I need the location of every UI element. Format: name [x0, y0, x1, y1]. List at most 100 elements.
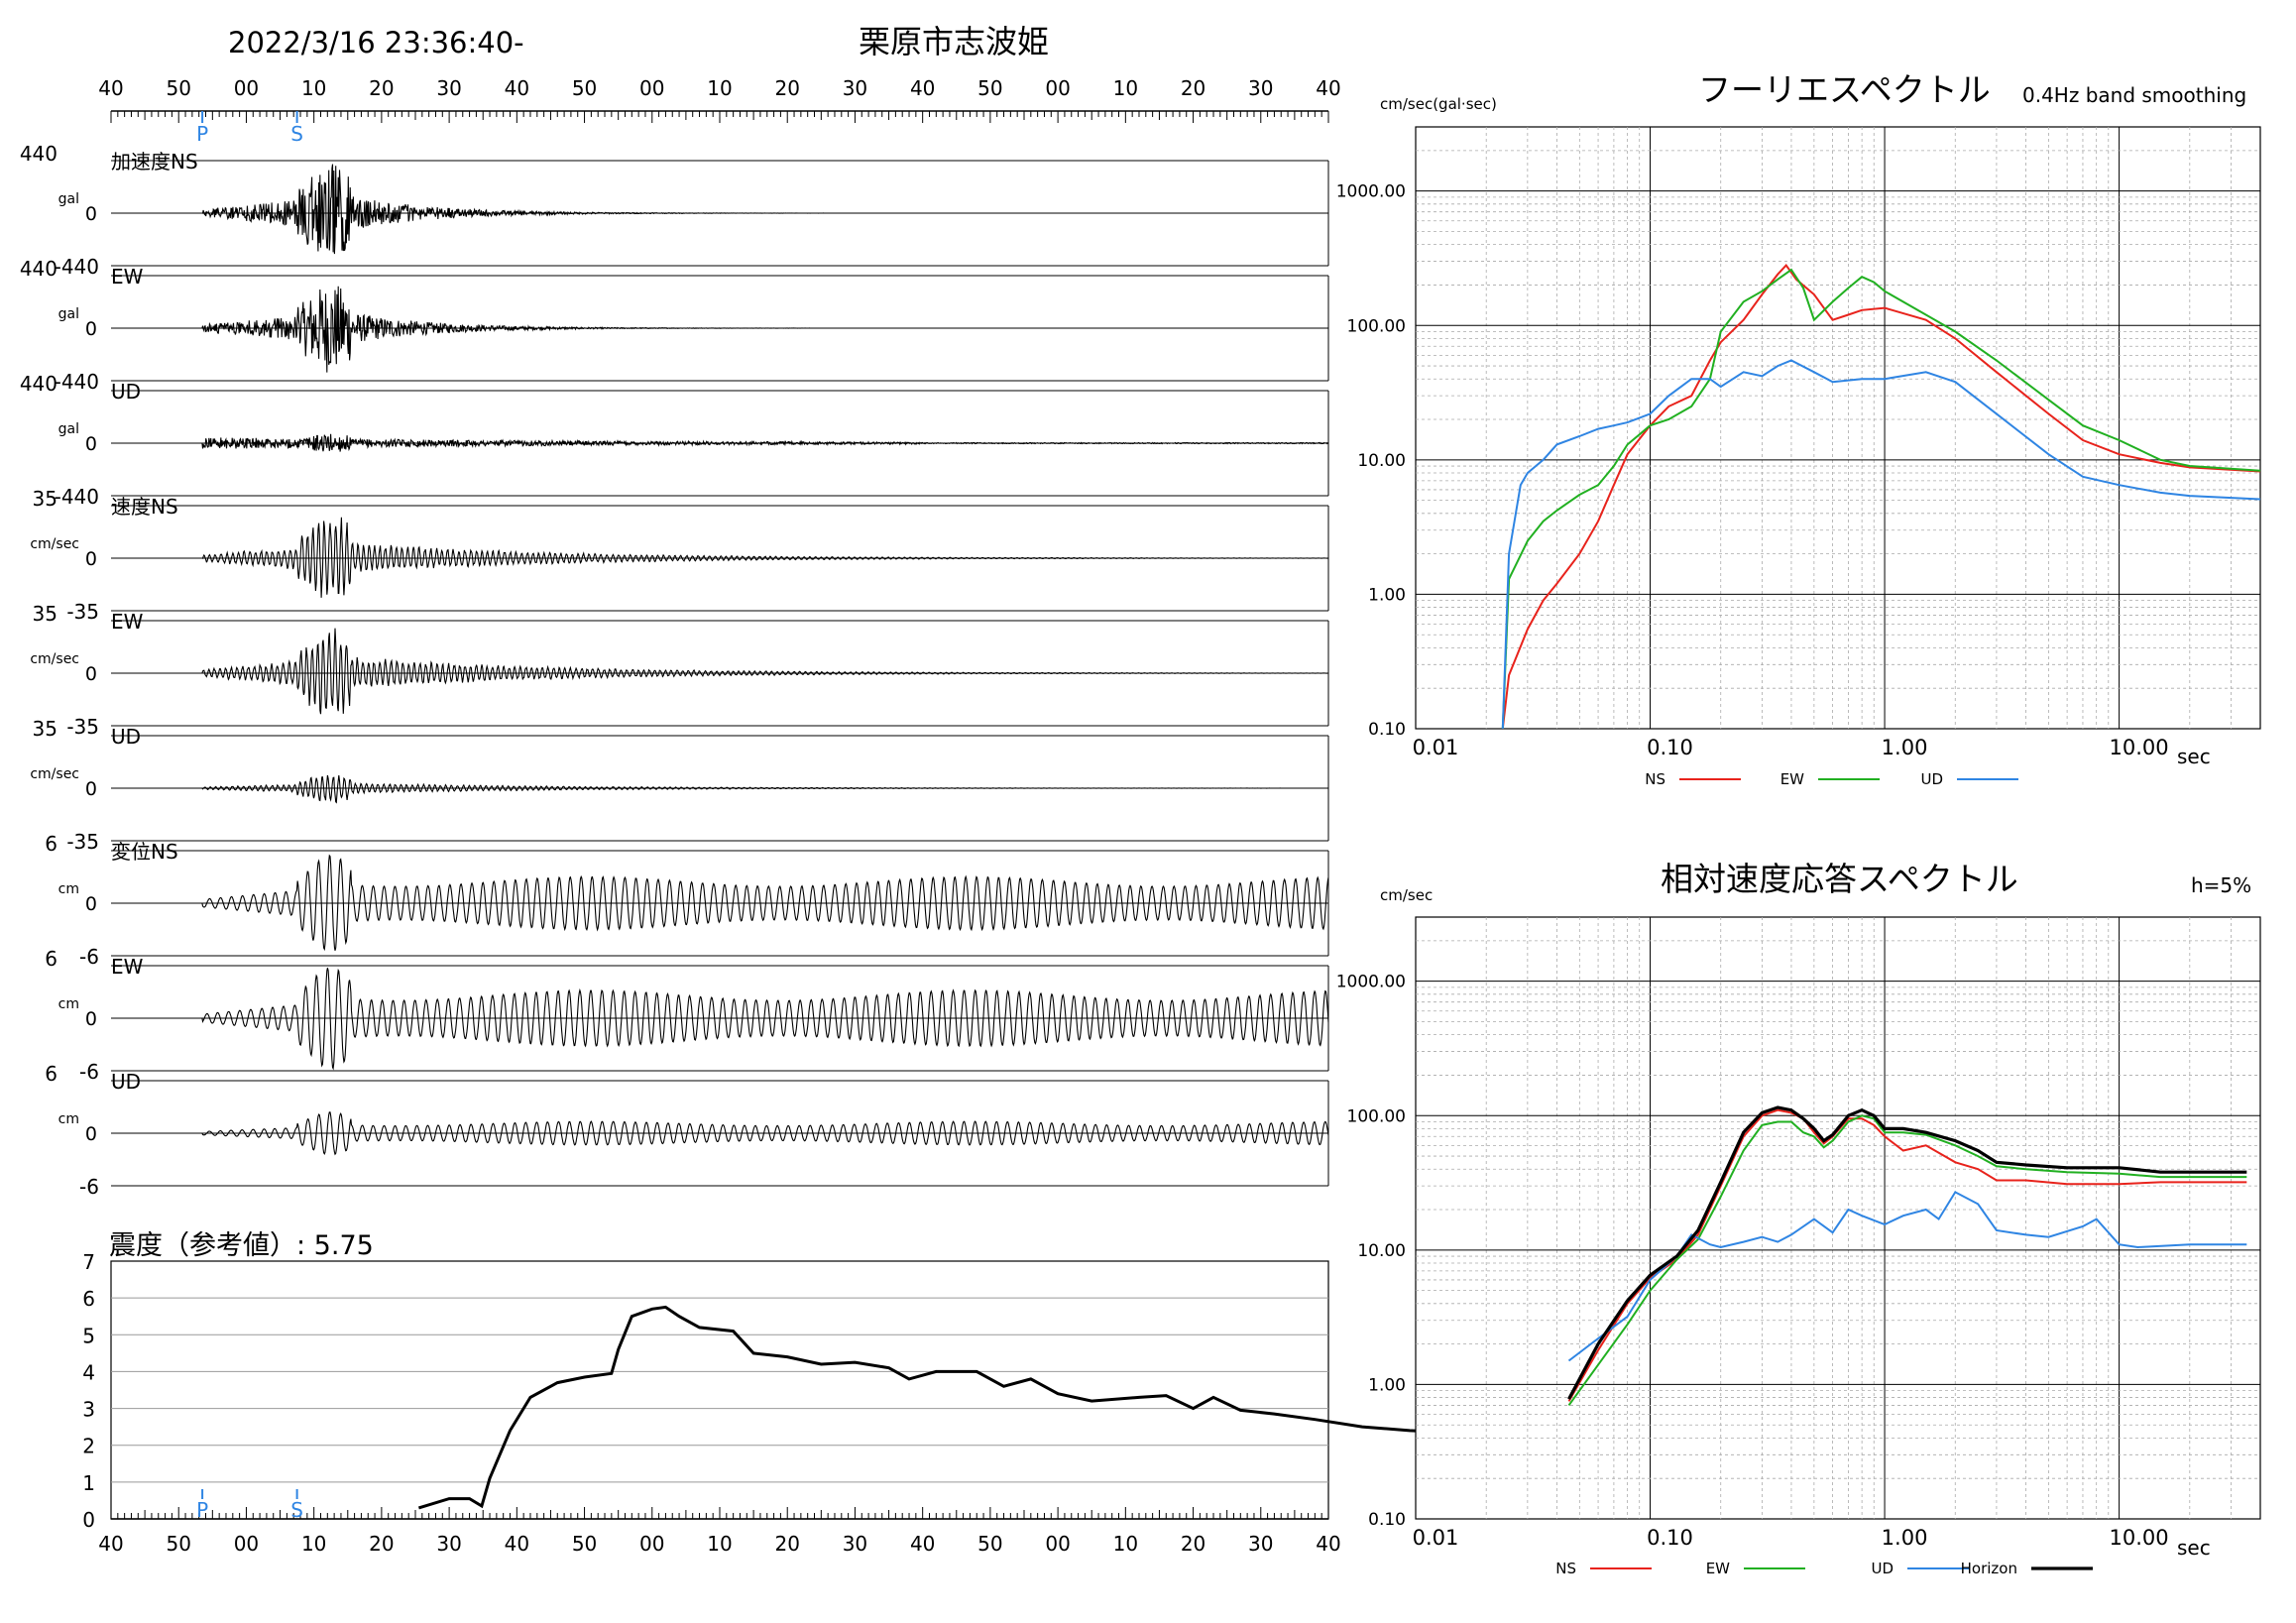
- panel-max-label: 6: [45, 832, 57, 856]
- fourier-y-tick-label: 1000.00: [1336, 182, 1406, 202]
- intensity-tick-label: 5: [82, 1324, 95, 1347]
- panel-channel-label: EW: [111, 265, 144, 289]
- bottom-tick-label: 00: [1045, 1532, 1070, 1556]
- fourier-y-tick-label: 1.00: [1368, 585, 1406, 605]
- panel-min-label: -35: [66, 715, 99, 739]
- panel-channel-label: UD: [111, 1070, 141, 1094]
- bottom-tick-label: 20: [1181, 1532, 1205, 1556]
- waveform-trace: [198, 628, 1328, 715]
- panel-channel-label: UD: [111, 725, 141, 749]
- panel-channel-label: EW: [111, 610, 144, 634]
- top-tick-label: 50: [977, 76, 1002, 100]
- panel-min-label: -440: [55, 370, 99, 394]
- waveform-trace: [198, 968, 1329, 1071]
- bottom-tick-label: 30: [1248, 1532, 1273, 1556]
- fourier-xlabel: sec: [2177, 745, 2211, 768]
- response-y-tick-label: 1000.00: [1336, 973, 1406, 992]
- panel-zero-label: 0: [85, 1123, 97, 1145]
- panel-min-label: -35: [66, 600, 99, 624]
- response-legend-label: NS: [1555, 1560, 1576, 1577]
- top-tick-label: 00: [234, 76, 259, 100]
- response-x-tick-label: 1.00: [1882, 1526, 1928, 1550]
- fourier-y-tick-label: 10.00: [1357, 451, 1406, 471]
- fourier-x-tick-label: 0.01: [1413, 736, 1459, 759]
- panel-unit-label: cm/sec: [30, 651, 79, 667]
- panel-zero-label: 0: [85, 433, 97, 455]
- panel-max-label: 6: [45, 947, 57, 971]
- top-s-marker: S: [290, 122, 303, 146]
- panel-max-label: 440: [20, 372, 57, 396]
- response-x-tick-label: 0.10: [1647, 1526, 1693, 1550]
- top-tick-label: 50: [166, 76, 190, 100]
- intensity-tick-label: 6: [82, 1287, 95, 1311]
- intensity-tick-label: 2: [82, 1435, 95, 1458]
- intensity-tick-label: 7: [82, 1250, 95, 1274]
- panel-channel-label: EW: [111, 955, 144, 979]
- bottom-tick-label: 40: [505, 1532, 529, 1556]
- response-note: h=5%: [2191, 873, 2251, 897]
- panel-zero-label: 0: [85, 663, 97, 685]
- panel-max-label: 35: [33, 602, 57, 626]
- panel-zero-label: 0: [85, 778, 97, 800]
- panel-max-label: 6: [45, 1062, 57, 1086]
- response-ylabel: cm/sec: [1380, 886, 1433, 904]
- bottom-p-marker: P: [196, 1498, 208, 1522]
- panel-max-label: 35: [33, 487, 57, 511]
- bottom-tick-label: 20: [774, 1532, 799, 1556]
- panel-min-label: -440: [55, 485, 99, 509]
- intensity-title: 震度（参考値）: 5.75: [109, 1230, 374, 1261]
- response-x-tick-label: 0.01: [1413, 1526, 1459, 1550]
- response-series-ew: [1567, 1114, 2247, 1406]
- response-series-horizon: [1567, 1105, 2247, 1400]
- response-xlabel: sec: [2177, 1536, 2211, 1560]
- fourier-legend-label: UD: [1920, 770, 1943, 788]
- response-legend-label: Horizon: [1961, 1560, 2017, 1577]
- bottom-tick-label: 50: [166, 1532, 190, 1556]
- intensity-tick-label: 1: [82, 1471, 95, 1495]
- intensity-tick-label: 0: [82, 1508, 95, 1532]
- waveform-trace: [198, 286, 1328, 373]
- fourier-series-ns: [1501, 264, 2261, 730]
- waveform-trace: [198, 774, 1328, 804]
- top-tick-label: 40: [505, 76, 529, 100]
- fourier-legend-label: EW: [1780, 770, 1804, 788]
- bottom-tick-label: 50: [572, 1532, 597, 1556]
- response-y-tick-label: 10.00: [1357, 1241, 1406, 1261]
- top-tick-label: 20: [1181, 76, 1205, 100]
- station-title: 栗原市志波姫: [859, 23, 1049, 60]
- bottom-tick-label: 30: [436, 1532, 461, 1556]
- waveform-panels: 440 0 -440 gal 加速度NS 440 0 -440 gal EW 440 0 -440 gal…: [20, 142, 1329, 1199]
- response-series-ud: [1567, 1191, 2247, 1362]
- panel-min-label: -6: [79, 1175, 99, 1199]
- panel-unit-label: cm: [58, 881, 79, 897]
- panel-zero-label: 0: [85, 893, 97, 915]
- top-tick-label: 10: [1113, 76, 1138, 100]
- panel-unit-label: cm/sec: [30, 536, 79, 552]
- panel-channel-label: UD: [111, 380, 141, 404]
- response-x-tick-label: 10.00: [2110, 1526, 2169, 1550]
- panel-zero-label: 0: [85, 318, 97, 340]
- bottom-tick-label: 10: [1113, 1532, 1138, 1556]
- bottom-tick-label: 40: [1316, 1532, 1340, 1556]
- fourier-legend-label: NS: [1645, 770, 1665, 788]
- panel-zero-label: 0: [85, 203, 97, 225]
- panel-zero-label: 0: [85, 548, 97, 570]
- top-tick-label: 50: [572, 76, 597, 100]
- bottom-tick-label: 40: [910, 1532, 935, 1556]
- top-tick-label: 20: [369, 76, 394, 100]
- bottom-tick-label: 00: [639, 1532, 664, 1556]
- fourier-series-ew: [1501, 268, 2261, 730]
- panel-max-label: 440: [20, 142, 57, 166]
- top-tick-label: 10: [301, 76, 326, 100]
- response-legend-label: UD: [1871, 1560, 1894, 1577]
- intensity-tick-label: 3: [82, 1398, 95, 1422]
- bottom-time-axis: 40 50 00 10 20 30 40 50 00 10 20 30 40 50 00 10 20 30 40 P S: [98, 1489, 1341, 1556]
- bottom-tick-label: 10: [707, 1532, 732, 1556]
- panel-min-label: -440: [55, 255, 99, 279]
- panel-max-label: 35: [33, 717, 57, 741]
- fourier-ylabel: cm/sec(gal·sec): [1380, 95, 1497, 113]
- fourier-x-tick-label: 10.00: [2110, 736, 2169, 759]
- fourier-series-ud: [1501, 359, 2261, 730]
- top-time-axis: 40 50 00 10 20 30 40 50 00 10 20 30 40 50 00 10 20 30 40 P S: [98, 76, 1340, 146]
